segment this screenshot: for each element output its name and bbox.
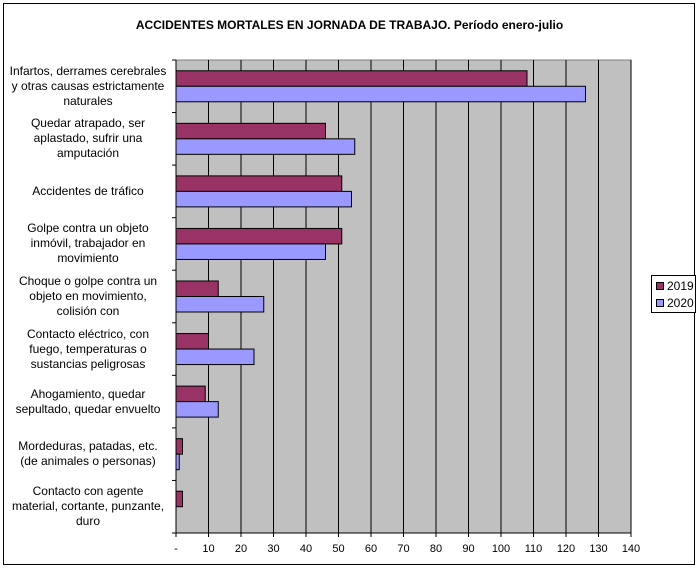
bar-2019	[175, 438, 183, 455]
x-tick-label: 90	[462, 543, 475, 555]
bar-2019	[175, 333, 209, 350]
x-tick-label: 30	[267, 543, 280, 555]
category-label-line: Contacto con agente	[32, 484, 144, 499]
category-label-line: naturales	[63, 93, 113, 108]
x-tick-label: 70	[397, 543, 410, 555]
bar-2020	[175, 348, 255, 366]
category-label: Contacto eléctrico, con fuego, temperatur…	[5, 327, 171, 372]
category-label: Quedar atrapado, ser aplastado, sufrir un…	[5, 116, 171, 161]
bar-2020	[175, 85, 586, 103]
legend-swatch	[656, 299, 664, 307]
bar-2019	[175, 280, 219, 297]
category-label-line: movimiento	[57, 251, 119, 266]
category-label-line: objeto en movimiento,	[29, 289, 147, 303]
category-label-line: duro	[75, 514, 101, 529]
legend-label: 2019	[667, 279, 694, 293]
category-label: Contacto con agente material, cortante, p…	[5, 484, 171, 529]
category-label-line: Accidentes de tráfico	[32, 183, 144, 198]
bar-2019	[175, 385, 206, 403]
category-label-line: inmóvil, trabajador en	[30, 236, 146, 251]
category-label: Accidentes de tráfico	[5, 184, 171, 199]
bar-2019	[175, 70, 528, 87]
bar-2020	[175, 138, 356, 155]
x-tick-label: -	[174, 543, 178, 555]
category-label-line: Quedar atrapado, ser	[30, 116, 146, 131]
category-label-line: material, cortante, punzante,	[11, 499, 165, 514]
x-tick-label: 110	[524, 543, 543, 555]
x-tick-label: 60	[364, 543, 378, 555]
legend-swatch	[656, 282, 664, 290]
category-label: Mordeduras, patadas, etc. (de animales o …	[5, 439, 171, 469]
category-label-line: Infartos, derrames cerebrales	[9, 63, 167, 78]
category-label-line: sustancias peligrosas	[30, 356, 146, 371]
bar-2020	[175, 243, 326, 260]
x-tick-label: 100	[491, 543, 511, 555]
x-tick-label: 50	[332, 543, 345, 555]
bar-2019	[175, 175, 343, 192]
category-label-line: y otras causas estrictamente	[11, 78, 165, 93]
category-label-line: colisión con	[56, 304, 120, 318]
x-tick-label: 40	[299, 543, 313, 555]
category-label-line: sepultado, quedar envuelto	[15, 401, 161, 416]
x-tick-label: 120	[556, 543, 576, 555]
bar-2020	[175, 453, 180, 471]
category-label: Golpe contra un objeto inmóvil, trabajado…	[5, 221, 171, 266]
category-label-line: (de animales o personas)	[20, 454, 156, 469]
category-label-line: Mordeduras, patadas, etc.	[18, 439, 158, 454]
category-label-line: Golpe contra un objeto	[27, 221, 149, 236]
x-tick-label: 140	[621, 543, 641, 555]
category-label: Ahogamiento, quedar sepultado, quedar env…	[5, 387, 171, 417]
category-label-line: aplastado, sufrir una	[33, 131, 143, 146]
bar-2019	[175, 122, 326, 140]
x-tick-label: 80	[429, 543, 443, 555]
category-label-line: amputación	[56, 146, 120, 161]
category-label: Choque o golpe contra un objeto en movimi…	[5, 274, 171, 319]
category-label-line: Choque o golpe contra un	[18, 274, 158, 288]
category-label-line: fuego, temperaturas o	[29, 341, 147, 356]
chart-title: ACCIDENTES MORTALES EN JORNADA DE TRABAJ…	[135, 18, 564, 32]
category-label: Infartos, derrames cerebrales y otras cau…	[5, 64, 171, 109]
legend: 2019 2020	[651, 275, 696, 313]
bar-2019	[175, 490, 183, 508]
bar-2020	[175, 401, 219, 418]
x-tick-label: 10	[202, 543, 215, 555]
bar-2020	[175, 190, 352, 208]
category-label-line: Ahogamiento, quedar	[30, 386, 146, 401]
category-label-line: Contacto eléctrico, con	[26, 326, 150, 341]
bar-2019	[175, 227, 343, 245]
legend-label: 2020	[667, 296, 694, 310]
x-tick-label: 20	[234, 543, 248, 555]
x-tick-label: 130	[589, 543, 608, 555]
bar-2020	[175, 296, 265, 313]
